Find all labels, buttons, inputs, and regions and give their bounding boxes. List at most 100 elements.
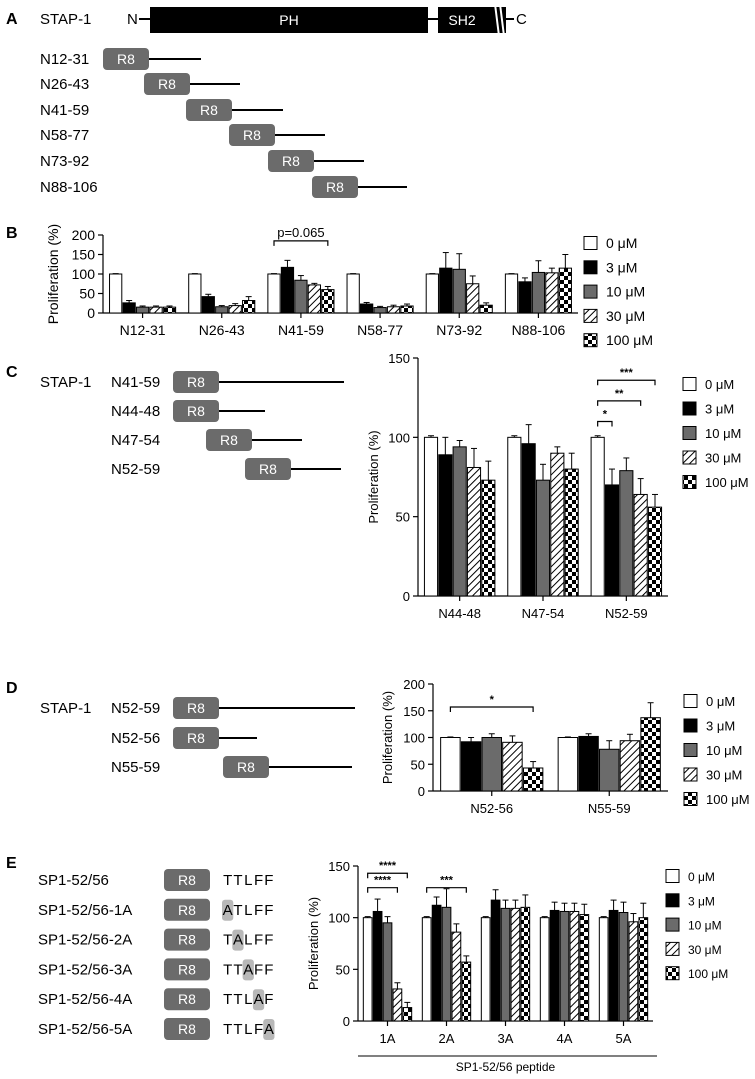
panel-c-peptide-2-tag-label: R8 — [220, 432, 238, 448]
y-tick-label-1: 50 — [79, 286, 95, 302]
panel-e-peptide-3-tag — [164, 958, 210, 981]
panel-e-peptide-4-tag-label: R8 — [178, 991, 196, 1007]
panel-a-peptide-label-2: N41-59 — [40, 102, 89, 119]
bar-1-4 — [564, 468, 579, 597]
bar-1-4 — [461, 961, 472, 1022]
significance-bracket-0 — [367, 872, 408, 879]
legend-swatch-4 — [682, 475, 697, 489]
panel-c-peptide-0-tag-label: R8 — [187, 374, 205, 390]
y-tick-label-0: 0 — [403, 589, 410, 604]
y-tick-label-2: 100 — [72, 266, 96, 282]
significance-bracket-1 — [597, 400, 642, 406]
bar-2-1 — [490, 899, 501, 1022]
legend-label-1: 3 μM — [606, 259, 637, 275]
panel-d-peptide-1-tag — [173, 727, 219, 749]
bar-0-1 — [122, 302, 136, 314]
bar-0-3 — [149, 306, 163, 314]
legend-label-1: 3 μM — [688, 894, 715, 908]
bar-1-3 — [228, 305, 242, 314]
panel-d-peptide-0-tag-label: R8 — [187, 700, 205, 716]
y-tick-label-0: 0 — [343, 1014, 350, 1029]
panel-a-peptide-2-tag-label: R8 — [200, 102, 218, 118]
legend-swatch-4 — [683, 792, 698, 806]
legend-swatch-1 — [665, 893, 680, 908]
significance-bracket-0 — [449, 706, 534, 713]
legend-swatch-2 — [683, 743, 698, 757]
legend-swatch-2 — [682, 426, 697, 440]
panel-e-peptide-1-tag — [164, 898, 210, 921]
x-tick-label-3: 4A — [557, 1031, 573, 1046]
legend-swatch-0 — [683, 694, 698, 708]
y-tick-label-1: 50 — [396, 510, 410, 525]
bar-4-2 — [618, 912, 629, 1022]
bar-3-2 — [559, 910, 570, 1022]
x-tick-label-3: N58-77 — [357, 322, 403, 338]
panel-e-seq-char-2-4: F — [264, 932, 273, 949]
bar-4-1 — [439, 267, 453, 314]
significance-label-0: **** — [379, 860, 397, 872]
panel-d-peptide-label-1: N52-56 — [111, 730, 160, 747]
bar-1-1 — [431, 904, 442, 1022]
bar-0-2 — [452, 446, 467, 597]
protein-name-c: STAP-1 — [40, 374, 91, 391]
bar-2-4 — [321, 289, 335, 314]
panel-e-seq-char-0-3: F — [254, 872, 263, 889]
y-tick-label-0: 0 — [418, 784, 425, 799]
panel-c-peptide-0-tag — [173, 371, 219, 393]
panel-a: A STAP-1 N PH SH2 C N12-31 R8 N26-43 R8 N41-… — [6, 3, 527, 198]
panel-e-peptide-1-tag-label: R8 — [178, 902, 196, 918]
bar-0-1 — [372, 910, 383, 1022]
panel-e-seq-char-3-0: T — [223, 961, 232, 978]
bar-3-3 — [386, 306, 401, 314]
legend-label-4: 100 μM — [705, 475, 749, 490]
legend-label-1: 3 μM — [705, 402, 734, 417]
bar-0-3 — [392, 988, 403, 1022]
x-tick-label-1: N55-59 — [588, 801, 631, 816]
sh2-domain-label: SH2 — [448, 12, 475, 28]
panel-e-seq-char-2-0: T — [223, 932, 232, 949]
panel-e-peptide-label-1: SP1-52/56-1A — [38, 902, 132, 919]
panel-e-seq-char-2-2: L — [244, 932, 252, 949]
legend-swatch-2 — [583, 284, 598, 299]
panel-e-peptide-5-tag-label: R8 — [178, 1021, 196, 1037]
panel-letter-b: B — [6, 225, 18, 242]
bar-4-4 — [479, 304, 493, 314]
panel-d-peptide-2-tag-label: R8 — [237, 759, 255, 775]
panel-e-seq-char-2-1: A — [233, 932, 243, 949]
panel-e-peptide-2-tag — [164, 928, 210, 951]
x-tick-label-1: 2A — [439, 1031, 455, 1046]
panel-a-peptide-label-1: N26-43 — [40, 76, 89, 93]
bar-0-0 — [362, 917, 373, 1022]
x-tick-label-0: N52-56 — [470, 801, 513, 816]
x-tick-label-1: N26-43 — [199, 322, 245, 338]
panel-a-peptide-0-tag-label: R8 — [117, 51, 135, 67]
panel-a-peptide-1-tag-label: R8 — [158, 76, 176, 92]
bar-1-3 — [451, 931, 462, 1022]
panel-e-peptide-label-4: SP1-52/56-4A — [38, 991, 132, 1008]
ph-domain — [150, 7, 428, 33]
panel-a-peptide-4-tag-label: R8 — [282, 153, 300, 169]
panel-e-mutation-highlight-1 — [222, 899, 234, 921]
bar-1-3 — [550, 452, 565, 597]
x-tick-label-4: N73-92 — [436, 322, 482, 338]
panel-a-peptide-2-tag — [186, 99, 232, 121]
legend-swatch-0 — [583, 236, 598, 250]
x-tick-label-5: N88-106 — [512, 322, 566, 338]
panel-c-peptide-label-1: N44-48 — [111, 403, 160, 420]
bar-5-0 — [504, 273, 519, 314]
sh2-domain — [438, 7, 506, 33]
ph-domain-label: PH — [279, 12, 298, 28]
significance-label-1: **** — [374, 875, 392, 887]
legend-label-1: 3 μM — [706, 719, 735, 734]
panel-e-seq-char-5-2: L — [244, 1021, 252, 1038]
bar-3-0 — [539, 917, 550, 1022]
legend-label-3: 30 μM — [688, 943, 722, 957]
panel-letter-e: E — [6, 855, 17, 872]
y-tick-label-1: 50 — [411, 757, 425, 772]
legend-swatch-3 — [682, 450, 697, 465]
panel-d-peptide-label-0: N52-59 — [111, 700, 160, 717]
bar-1-2 — [215, 306, 229, 314]
panel-a-peptide-label-3: N58-77 — [40, 127, 89, 144]
bar-0-4 — [162, 306, 177, 314]
panel-e-peptide-5-tag — [164, 1018, 210, 1040]
